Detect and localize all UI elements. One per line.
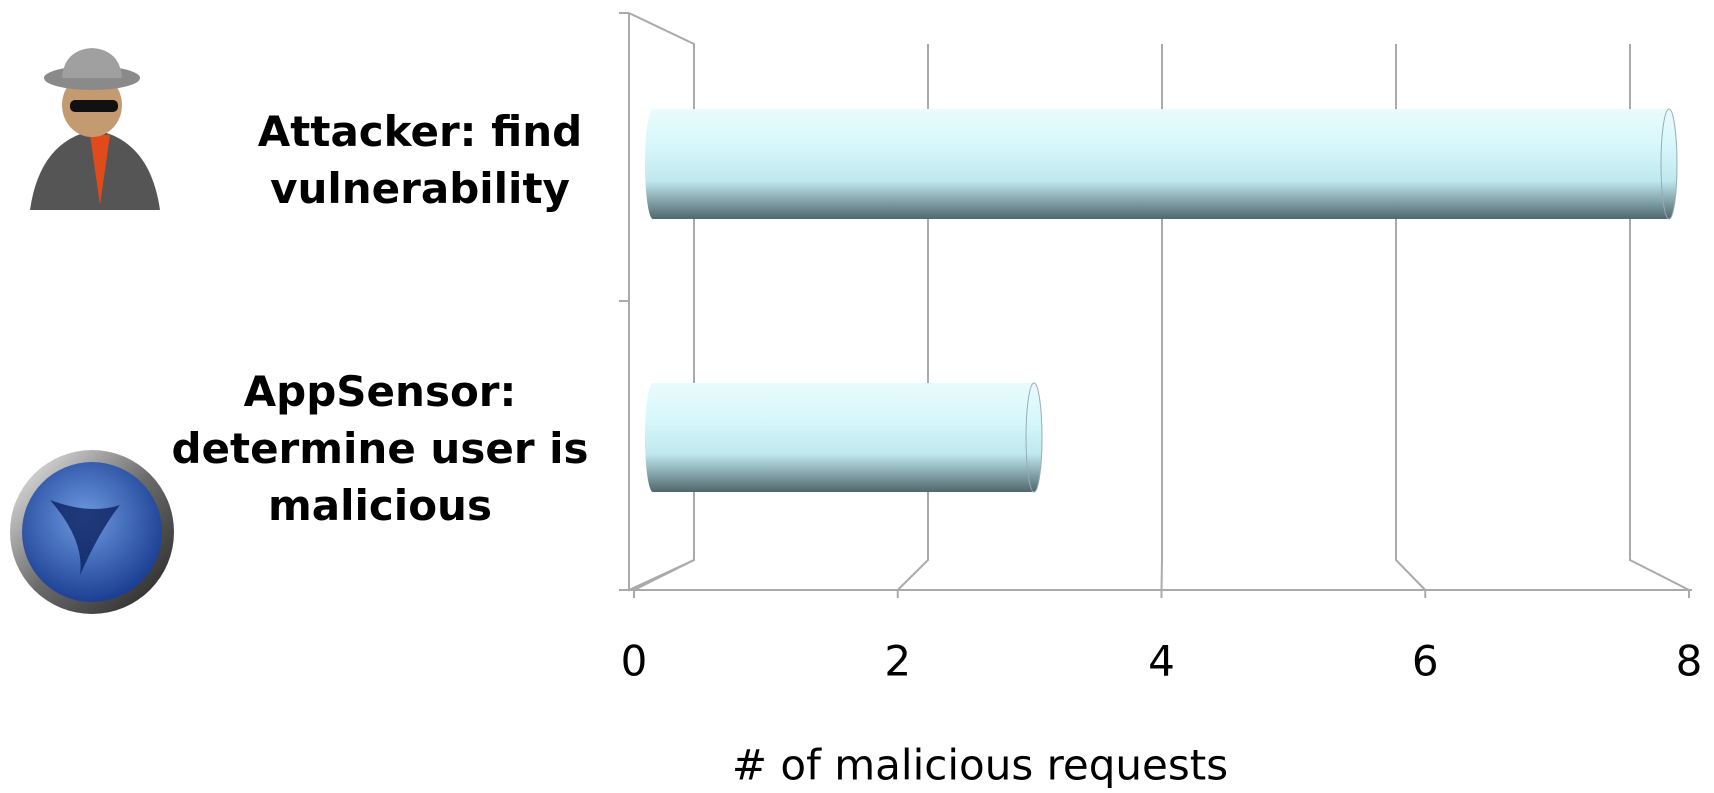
x-tick-label: 0 [621, 637, 648, 686]
x-axis-title: # of malicious requests [732, 741, 1228, 790]
x-tick-label: 8 [1676, 637, 1703, 686]
bar-cap [645, 109, 661, 219]
x-tick-label: 6 [1412, 637, 1439, 686]
bar-cap [1025, 382, 1043, 493]
attacker-icon [30, 48, 160, 210]
x-tick-label: 2 [884, 637, 911, 686]
wall-edge [628, 12, 695, 592]
bar [653, 383, 1034, 492]
appsensor-icon [10, 450, 174, 614]
bar-cap [1660, 108, 1678, 220]
bar [653, 109, 1669, 219]
x-tick-label: 4 [1148, 637, 1175, 686]
category-label: AppSensor: determine user is malicious [171, 367, 589, 530]
category-label: Attacker: find vulnerability [257, 107, 583, 213]
bar-cap [645, 383, 661, 492]
